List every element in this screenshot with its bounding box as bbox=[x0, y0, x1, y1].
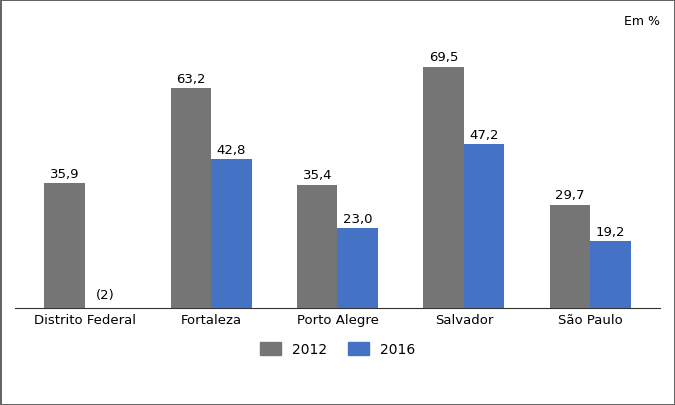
Bar bbox=[338, 228, 378, 308]
Text: 35,4: 35,4 bbox=[302, 169, 332, 182]
Bar bbox=[590, 242, 630, 308]
Text: 63,2: 63,2 bbox=[176, 73, 206, 86]
Legend: 2012, 2016: 2012, 2016 bbox=[254, 337, 421, 362]
Bar bbox=[171, 89, 211, 308]
Bar bbox=[45, 184, 85, 308]
Text: 23,0: 23,0 bbox=[343, 212, 373, 225]
Text: 29,7: 29,7 bbox=[556, 189, 585, 202]
Text: Em %: Em % bbox=[624, 15, 660, 28]
Bar bbox=[211, 160, 252, 308]
Bar bbox=[464, 145, 504, 308]
Bar bbox=[550, 205, 590, 308]
Bar bbox=[297, 185, 338, 308]
Text: 42,8: 42,8 bbox=[217, 143, 246, 156]
Text: 19,2: 19,2 bbox=[596, 225, 625, 238]
Text: (2): (2) bbox=[96, 288, 114, 301]
Text: 35,9: 35,9 bbox=[50, 167, 79, 180]
Bar bbox=[423, 67, 464, 308]
Text: 69,5: 69,5 bbox=[429, 51, 458, 64]
Text: 47,2: 47,2 bbox=[469, 128, 499, 141]
